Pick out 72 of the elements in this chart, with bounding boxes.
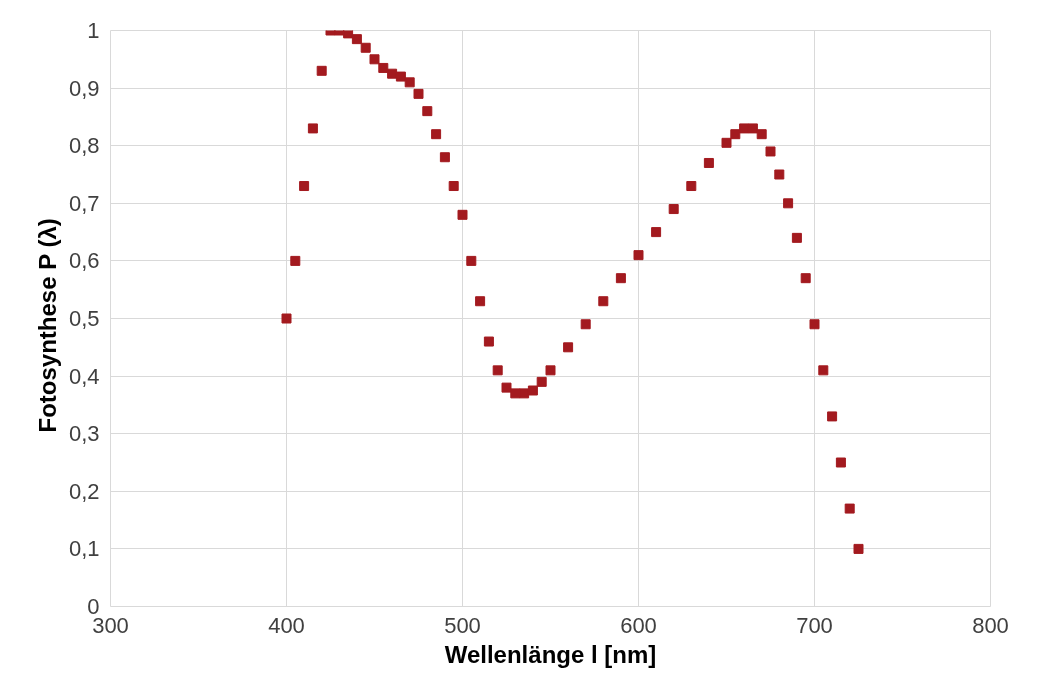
y-axis-title: Fotosynthese P (λ) xyxy=(33,218,61,433)
point xyxy=(598,296,609,307)
y-tick-label: 0,3 xyxy=(68,421,100,447)
point xyxy=(439,152,450,163)
point xyxy=(844,503,855,514)
point xyxy=(563,342,574,353)
y-tick-label: 0,5 xyxy=(68,306,100,331)
point xyxy=(483,336,494,347)
point xyxy=(835,457,846,468)
point xyxy=(387,68,398,79)
point xyxy=(422,106,433,117)
point xyxy=(316,65,327,76)
point xyxy=(351,34,362,45)
point xyxy=(395,71,406,82)
y-tick-label: 0,1 xyxy=(68,536,100,562)
point xyxy=(404,77,415,88)
y-tick-label: 0,6 xyxy=(68,248,100,274)
y-tick-label: 0,2 xyxy=(68,478,100,504)
x-tick-label: 500 xyxy=(444,612,481,638)
y-tick-label: 0,9 xyxy=(68,75,100,101)
point xyxy=(791,232,802,243)
point xyxy=(765,146,776,157)
x-tick-label: 600 xyxy=(620,612,657,638)
point xyxy=(747,123,758,134)
point xyxy=(818,365,829,376)
x-axis-title: Wellenlänge l [nm] xyxy=(444,640,657,668)
point xyxy=(299,181,310,192)
point xyxy=(721,137,732,148)
x-tick-label: 700 xyxy=(796,612,833,638)
x-tick-label: 400 xyxy=(268,612,305,638)
point xyxy=(281,313,292,324)
point xyxy=(475,296,486,307)
point xyxy=(527,385,538,396)
point xyxy=(774,169,785,180)
point xyxy=(501,382,512,393)
point xyxy=(853,543,864,554)
point xyxy=(739,123,750,134)
point xyxy=(633,250,644,261)
point xyxy=(290,255,301,266)
point xyxy=(651,227,662,238)
y-tick-label: 0 xyxy=(87,594,100,619)
point xyxy=(457,209,468,220)
point xyxy=(378,62,389,73)
point xyxy=(431,129,442,140)
point xyxy=(827,411,838,422)
point xyxy=(703,157,714,168)
point xyxy=(510,388,521,399)
point xyxy=(783,198,794,209)
point xyxy=(580,319,591,330)
point xyxy=(756,129,767,140)
y-tick-label: 0,8 xyxy=(68,133,100,159)
y-tick-label: 1 xyxy=(87,18,100,43)
point xyxy=(466,255,477,266)
point xyxy=(668,204,679,215)
y-tick-label: 0,7 xyxy=(68,190,100,216)
point xyxy=(545,365,556,376)
point xyxy=(536,376,547,387)
point xyxy=(369,54,380,65)
point xyxy=(730,129,741,140)
point xyxy=(615,273,626,284)
point xyxy=(809,319,820,330)
point xyxy=(492,365,503,376)
point xyxy=(360,42,371,53)
point xyxy=(343,30,354,39)
point xyxy=(307,123,318,134)
y-tick-label: 0,4 xyxy=(68,363,100,389)
point xyxy=(413,88,424,99)
x-tick-label: 800 xyxy=(972,612,1009,638)
point xyxy=(448,181,459,192)
point xyxy=(519,388,530,399)
point xyxy=(800,273,811,284)
point xyxy=(686,181,697,192)
